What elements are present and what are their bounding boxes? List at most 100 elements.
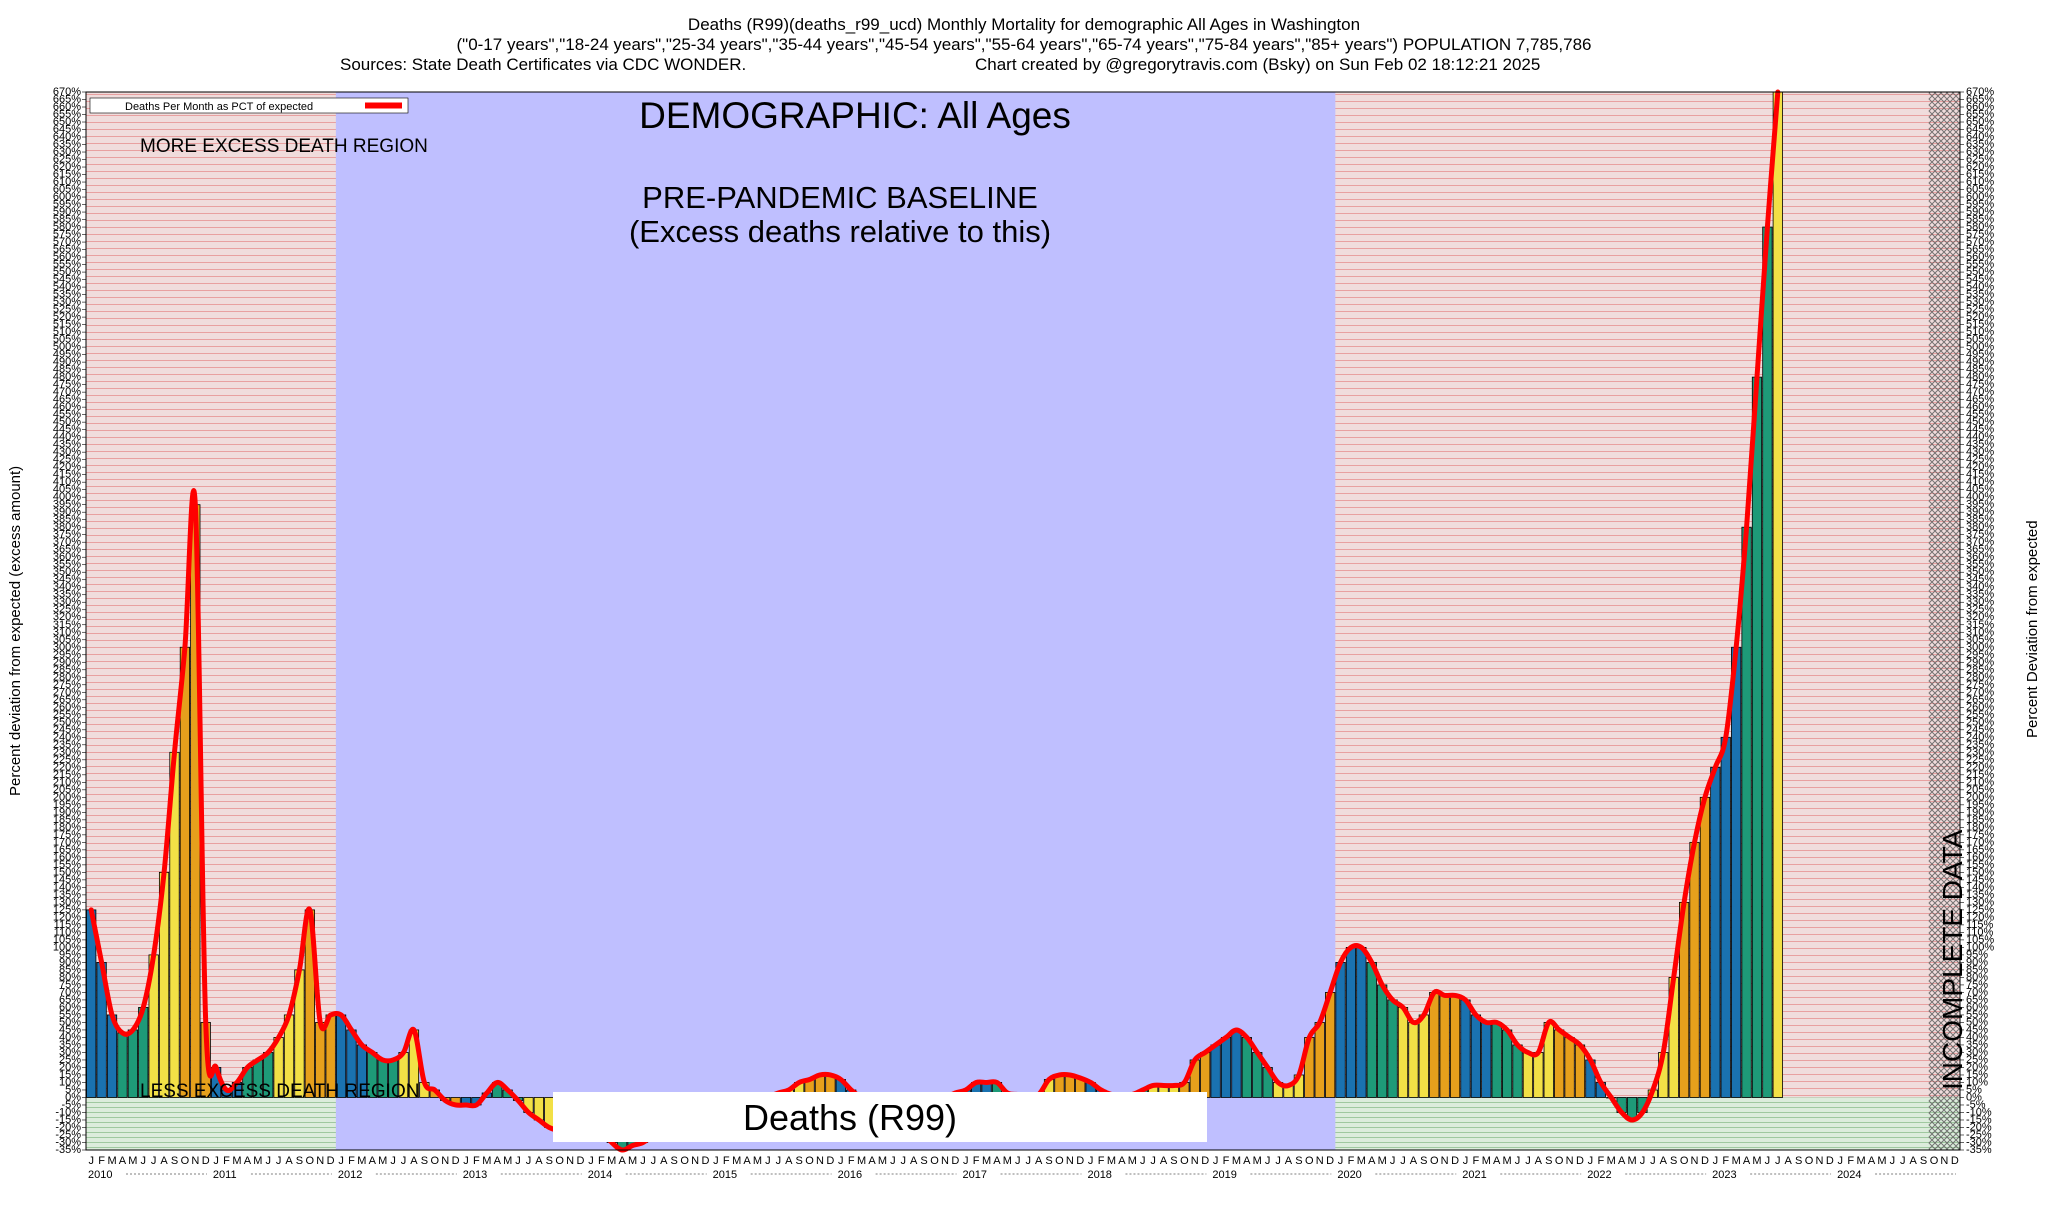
y-tick-label-right: 500% xyxy=(1966,341,1994,353)
x-month-label: N xyxy=(441,1155,449,1167)
bar-128 xyxy=(1418,1014,1429,1098)
y-tick-label-left: 445% xyxy=(53,424,81,436)
x-month-label: J xyxy=(515,1155,521,1167)
x-month-label: A xyxy=(660,1155,668,1167)
y-tick-label-left: 665% xyxy=(53,94,81,106)
y-tick-label-left: 615% xyxy=(53,169,81,181)
x-month-label: O xyxy=(1305,1155,1314,1167)
y-tick-label-left: 120% xyxy=(53,911,81,923)
y-tick-label-left: 330% xyxy=(53,596,81,608)
bar-156 xyxy=(1710,766,1721,1098)
y-tick-label-right: 370% xyxy=(1966,536,1994,548)
baseline-title: PRE-PANDEMIC BASELINE xyxy=(642,180,1038,215)
bar-110 xyxy=(1231,1029,1242,1098)
x-month-label: N xyxy=(941,1155,949,1167)
x-month-label: F xyxy=(1473,1155,1480,1167)
y-tick-label-right: 340% xyxy=(1966,581,1994,593)
y-tick-label-right: 100% xyxy=(1966,941,1994,953)
y-tick-label-right: 335% xyxy=(1966,589,1994,601)
y-tick-label-left: 185% xyxy=(53,814,81,826)
y-tick-label-right: 600% xyxy=(1966,191,1994,203)
y-tick-label-left: 195% xyxy=(53,799,81,811)
x-month-label: O xyxy=(680,1155,689,1167)
y-tick-label-left: 300% xyxy=(53,641,81,653)
y-tick-label-right: 530% xyxy=(1966,296,1994,308)
y-tick-label-right: 615% xyxy=(1966,169,1994,181)
x-month-label: A xyxy=(1660,1155,1668,1167)
x-month-label: S xyxy=(171,1155,178,1167)
y-tick-label-left: 460% xyxy=(53,401,81,413)
y-tick-label-left: 240% xyxy=(53,731,81,743)
x-month-label: D xyxy=(327,1155,335,1167)
y-tick-label-right: 60% xyxy=(1966,1001,1988,1013)
x-month-label: J xyxy=(1515,1155,1521,1167)
y-tick-label-left: 510% xyxy=(53,326,81,338)
x-month-label: N xyxy=(566,1155,574,1167)
y-tick-label-right: 185% xyxy=(1966,814,1994,826)
y-tick-label-right: 30% xyxy=(1966,1046,1988,1058)
bar-108 xyxy=(1210,1044,1221,1098)
y-tick-label-right: 415% xyxy=(1966,469,1994,481)
x-month-label: J xyxy=(1650,1155,1656,1167)
x-month-label: F xyxy=(598,1155,605,1167)
y-tick-label-right: 0% xyxy=(1966,1091,1982,1103)
x-month-label: F xyxy=(1597,1155,1604,1167)
y-tick-label-left: 335% xyxy=(53,589,81,601)
bar-130 xyxy=(1439,995,1450,1098)
y-tick-label-right: 365% xyxy=(1966,544,1994,556)
x-month-label: O xyxy=(1055,1155,1064,1167)
y-tick-label-left: 95% xyxy=(59,949,81,961)
y-tick-label-left: 370% xyxy=(53,536,81,548)
y-tick-label-right: 95% xyxy=(1966,949,1988,961)
bar-138 xyxy=(1522,1052,1534,1098)
x-month-label: F xyxy=(723,1155,730,1167)
y-tick-label-right: 645% xyxy=(1966,124,1994,136)
x-month-label: N xyxy=(1191,1155,1199,1167)
y-tick-label-left: 575% xyxy=(53,229,81,241)
y-tick-label-left: 285% xyxy=(53,664,81,676)
y-tick-label-left: 145% xyxy=(53,874,81,886)
y-tick-label-right: 535% xyxy=(1966,289,1994,301)
y-tick-label-right: 545% xyxy=(1966,274,1994,286)
x-month-label: J xyxy=(1588,1155,1594,1167)
y-tick-label-right: 75% xyxy=(1966,979,1988,991)
y-tick-label-right: 505% xyxy=(1966,334,1994,346)
x-year-label: 2020 xyxy=(1337,1169,1361,1181)
y-tick-label-right: 45% xyxy=(1966,1024,1988,1036)
y-tick-label-right: 575% xyxy=(1966,229,1994,241)
y-tick-label-right: 325% xyxy=(1966,604,1994,616)
x-month-label: F xyxy=(1098,1155,1105,1167)
y-tick-label-right: 205% xyxy=(1966,784,1994,796)
x-month-label: M xyxy=(1003,1155,1012,1167)
y-tick-label-left: 105% xyxy=(53,934,81,946)
y-tick-label-left: -10% xyxy=(55,1106,81,1118)
x-month-label: S xyxy=(1670,1155,1677,1167)
y-tick-label-left: 475% xyxy=(53,379,81,391)
y-tick-label-left: 365% xyxy=(53,544,81,556)
x-month-label: D xyxy=(1201,1155,1209,1167)
y-tick-label-right: 350% xyxy=(1966,566,1994,578)
y-tick-label-right: 5% xyxy=(1966,1084,1982,1096)
y-tick-label-right: 125% xyxy=(1966,904,1994,916)
y-tick-label-left: 535% xyxy=(53,289,81,301)
y-tick-label-left: 190% xyxy=(53,806,81,818)
y-tick-label-right: 460% xyxy=(1966,401,1994,413)
x-month-label: O xyxy=(1555,1155,1564,1167)
x-month-label: J xyxy=(890,1155,896,1167)
y-tick-label-left: 405% xyxy=(53,484,81,496)
y-tick-label-right: 170% xyxy=(1966,836,1994,848)
x-month-label: F xyxy=(223,1155,230,1167)
y-tick-label-right: 450% xyxy=(1966,416,1994,428)
bar-139 xyxy=(1533,1052,1544,1098)
y-tick-label-left: 350% xyxy=(53,566,81,578)
y-tick-label-left: 60% xyxy=(59,1001,81,1013)
y-tick-label-left: 465% xyxy=(53,394,81,406)
x-month-label: A xyxy=(1160,1155,1168,1167)
y-tick-label-right: 455% xyxy=(1966,409,1994,421)
y-tick-label-left: 430% xyxy=(53,446,81,458)
y-tick-label-left: 420% xyxy=(53,461,81,473)
y-tick-label-left: 20% xyxy=(59,1061,81,1073)
y-tick-label-left: 540% xyxy=(53,281,81,293)
y-tick-label-left: 410% xyxy=(53,476,81,488)
x-month-label: D xyxy=(452,1155,460,1167)
